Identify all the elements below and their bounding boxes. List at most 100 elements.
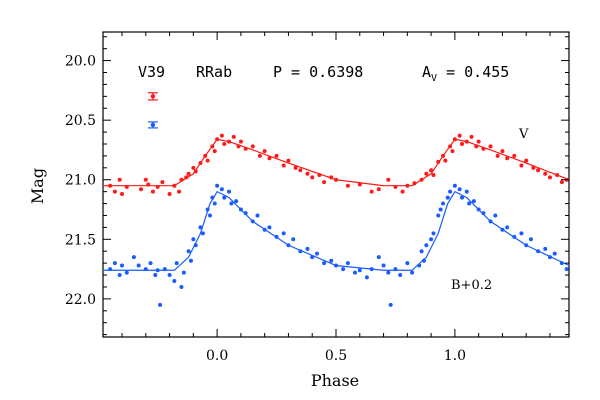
data-point [167, 273, 172, 278]
data-point [184, 175, 189, 180]
y-tick-label: 21.0 [65, 173, 96, 189]
data-point [139, 187, 144, 192]
data-point [524, 158, 529, 163]
data-point [448, 189, 453, 194]
data-point [452, 137, 457, 142]
data-point [419, 177, 424, 182]
data-point [345, 261, 350, 266]
data-point [543, 171, 548, 176]
header-period: P = 0.6398 [273, 63, 363, 81]
data-point [398, 273, 403, 278]
header-amplitude-value: = 0.455 [437, 63, 509, 81]
data-point [172, 279, 177, 283]
data-point [429, 237, 434, 242]
error-bars-layer [147, 92, 158, 129]
data-point [519, 231, 524, 236]
data-point [334, 177, 338, 182]
data-point [505, 225, 510, 230]
data-point [469, 134, 474, 139]
data-point [188, 258, 193, 263]
data-point [345, 183, 350, 188]
data-point [429, 168, 434, 173]
data-point [238, 207, 243, 212]
data-point [250, 219, 255, 224]
data-point [243, 146, 248, 151]
data-point [519, 163, 524, 168]
y-axis-label: Mag [28, 168, 47, 204]
data-point [448, 144, 453, 149]
data-point [353, 270, 358, 275]
data-point [531, 165, 536, 170]
data-point [210, 195, 215, 200]
data-point [179, 177, 184, 182]
data-point [124, 184, 129, 189]
data-point [536, 168, 541, 173]
data-point [450, 149, 455, 154]
data-point [155, 184, 160, 189]
data-point [452, 183, 457, 188]
data-point [464, 139, 469, 144]
data-point [205, 158, 210, 163]
data-point [108, 183, 113, 188]
data-point [143, 177, 148, 182]
data-point [227, 189, 232, 194]
data-point [158, 302, 163, 307]
data-point [219, 133, 224, 138]
data-point [143, 267, 148, 272]
data-point [243, 211, 248, 216]
header-amplitude-label: A [422, 63, 431, 81]
data-point [431, 231, 436, 236]
data-point [412, 181, 417, 186]
data-point [457, 133, 462, 138]
data-point [148, 261, 153, 266]
data-point [543, 246, 548, 251]
data-point [179, 284, 184, 289]
data-point [419, 249, 424, 254]
data-point [552, 251, 557, 256]
data-point [136, 263, 141, 268]
data-point [512, 153, 517, 158]
data-point [424, 171, 429, 176]
data-point [219, 187, 224, 192]
curves-layer [103, 138, 570, 271]
data-point [357, 268, 362, 273]
v-label: V [518, 127, 529, 142]
data-point [488, 144, 493, 149]
data-point [417, 263, 422, 268]
data-point [476, 139, 481, 144]
data-point [174, 261, 179, 266]
data-point [281, 231, 286, 236]
data-point [322, 180, 327, 185]
data-point [388, 302, 393, 307]
data-point [329, 175, 334, 180]
data-point [555, 172, 560, 177]
data-point [215, 137, 220, 142]
data-point [198, 161, 203, 166]
data-point [120, 263, 125, 268]
data-point [559, 180, 564, 185]
data-point [512, 234, 517, 239]
data-point [376, 255, 381, 260]
data-point [322, 261, 327, 266]
data-point [381, 263, 386, 268]
data-point [495, 153, 500, 158]
data-point [369, 267, 374, 272]
data-point [564, 267, 569, 272]
data-point [460, 141, 465, 146]
points-layer [108, 133, 569, 307]
data-point [424, 243, 429, 248]
data-point [124, 270, 129, 275]
data-point [274, 234, 279, 239]
data-point [155, 268, 160, 273]
data-point [120, 192, 125, 197]
data-point [267, 156, 272, 161]
data-point [364, 275, 369, 280]
data-point [112, 261, 117, 266]
data-point [222, 195, 227, 200]
x-axis-label: Phase [311, 371, 359, 390]
data-point [559, 261, 564, 266]
data-point [186, 249, 191, 254]
data-point [160, 180, 165, 185]
data-point [405, 261, 410, 266]
